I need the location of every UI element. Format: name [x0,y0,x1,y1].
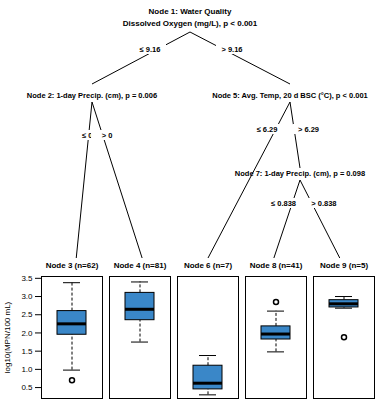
svg-text:Node 1: Water Quality: Node 1: Water Quality [149,7,232,16]
svg-text:log10(MPN/100 mL): log10(MPN/100 mL) [3,301,12,373]
svg-text:Node 7: 1-day Precip. (cm), p: Node 7: 1-day Precip. (cm), p = 0.098 [235,169,365,178]
svg-text:0.5: 0.5 [21,383,33,392]
svg-text:Node 6 (n=7): Node 6 (n=7) [184,262,233,270]
svg-text:2.0: 2.0 [21,329,33,338]
svg-text:Dissolved Oxygen (mg/L), p < 0: Dissolved Oxygen (mg/L), p < 0.001 [123,19,258,28]
svg-text:3.5: 3.5 [21,274,33,283]
svg-text:> 0: > 0 [102,131,113,140]
svg-text:> 6.29: > 6.29 [298,125,319,134]
svg-text:> 9.16: > 9.16 [221,45,242,54]
svg-text:1.0: 1.0 [21,365,33,374]
svg-text:2.5: 2.5 [21,310,33,319]
svg-text:≤ 6.29: ≤ 6.29 [257,125,278,134]
svg-text:Node 3 (n=62): Node 3 (n=62) [46,262,99,270]
svg-text:Node 9 (n=5): Node 9 (n=5) [320,262,369,270]
svg-text:≤ 0: ≤ 0 [82,131,92,140]
svg-text:3.0: 3.0 [21,292,33,301]
svg-text:Node 8 (n=41): Node 8 (n=41) [250,262,303,270]
svg-text:≤ 9.16: ≤ 9.16 [140,45,161,54]
svg-text:Node 2: 1-day Precip. (cm), p: Node 2: 1-day Precip. (cm), p = 0.006 [27,91,157,100]
svg-text:> 0.838: > 0.838 [311,199,336,208]
svg-text:1.5: 1.5 [21,347,33,356]
svg-text:Node 5: Avg. Temp, 20 d BSC (°: Node 5: Avg. Temp, 20 d BSC (°C), p < 0.… [212,91,367,100]
svg-text:Node 4 (n=81): Node 4 (n=81) [114,262,167,270]
svg-text:≤ 0.838: ≤ 0.838 [271,199,296,208]
